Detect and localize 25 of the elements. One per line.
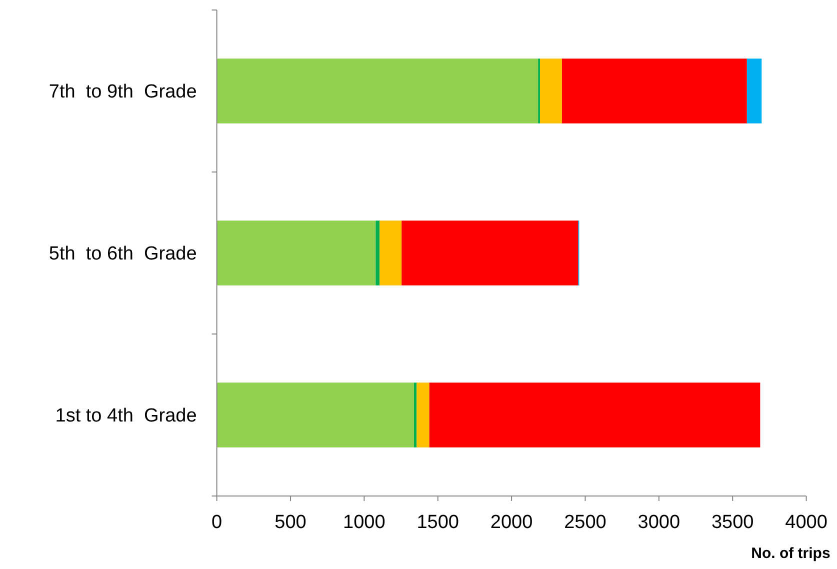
bar <box>540 58 562 124</box>
bar <box>376 220 380 286</box>
bar <box>416 382 430 448</box>
x-tick-label: 1500 <box>416 512 460 533</box>
bar <box>216 58 538 124</box>
bar <box>746 58 762 124</box>
x-tick-label: 4000 <box>785 512 828 533</box>
x-tick-label: 2500 <box>564 512 606 533</box>
y-tick-label: 7th to 9th Grade <box>48 82 197 103</box>
x-tick-label: 3000 <box>638 512 680 533</box>
bar <box>562 58 747 124</box>
y-tick-label: 1st to 4th Grade <box>55 406 197 427</box>
x-axis-title: No. of trips <box>751 545 830 562</box>
x-tick-label: 0 <box>212 512 222 533</box>
bar <box>429 382 760 448</box>
bar <box>380 220 402 286</box>
x-tick-label: 1000 <box>343 512 386 533</box>
bar <box>414 382 417 448</box>
bar <box>216 382 414 448</box>
x-tick-label: 2000 <box>490 512 533 533</box>
bar <box>402 220 578 286</box>
y-tick-label: 5th to 6th Grade <box>48 244 197 265</box>
bar <box>216 220 376 286</box>
x-tick-label: 500 <box>274 512 306 533</box>
x-tick-label: 3500 <box>711 512 754 533</box>
